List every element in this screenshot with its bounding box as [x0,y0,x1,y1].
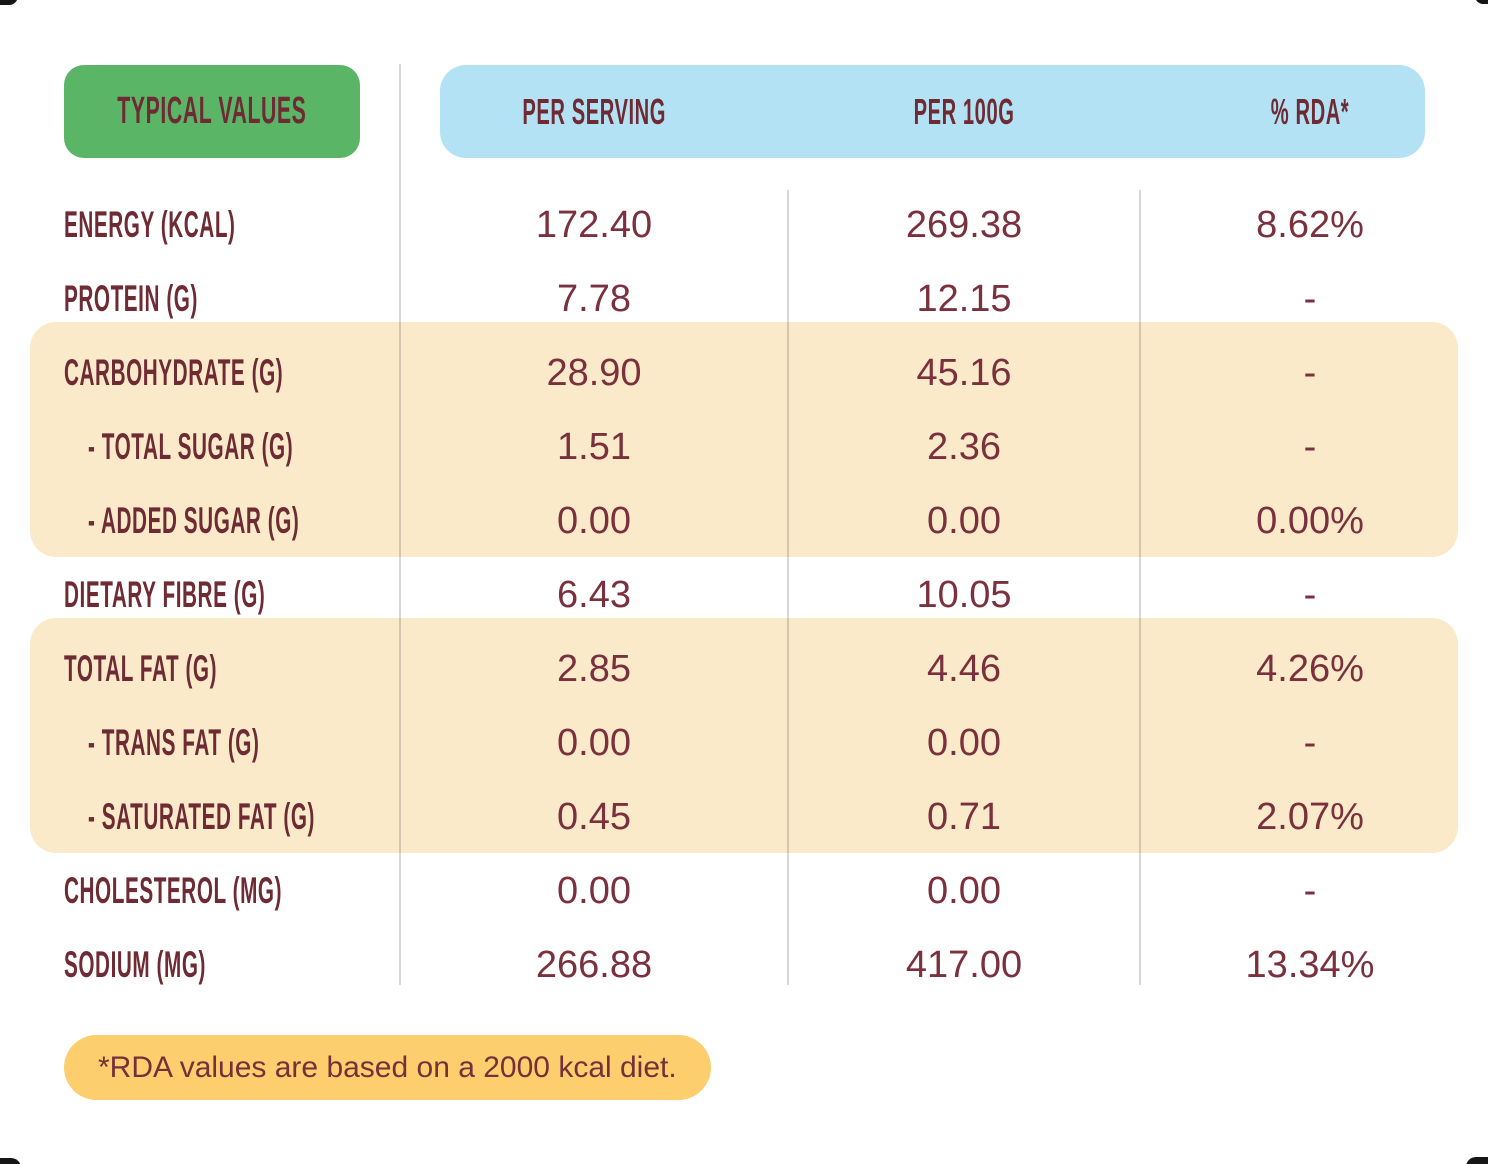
row-label: PROTEIN (G) [64,278,198,319]
table-row-dietary-fibre: DIETARY FIBRE (G) 6.43 10.05 - [0,558,1480,632]
value-per-serving: 0.45 [557,795,631,838]
frame-corner-top-left [0,0,18,5]
row-label: - TOTAL SUGAR (G) [88,426,294,467]
table-row-protein: PROTEIN (G) 7.78 12.15 - [0,262,1480,336]
rda-footnote-text: *RDA values are based on a 2000 kcal die… [98,1050,677,1084]
column-header-per-100g-label: PER 100G [913,90,1015,132]
value-rda: 4.26% [1256,647,1364,690]
value-rda: - [1303,869,1317,912]
value-per-100g: 12.15 [916,277,1012,320]
row-label: - TRANS FAT (G) [88,722,260,763]
value-per-100g: 0.00 [927,721,1001,764]
value-per-100g: 45.16 [916,351,1012,394]
value-per-100g: 0.00 [927,499,1001,542]
value-rda: - [1303,721,1317,764]
value-per-100g: 417.00 [905,943,1023,986]
value-per-serving: 28.90 [546,351,642,394]
value-per-serving: 2.85 [557,647,631,690]
column-header-rda: % RDA* [1140,65,1480,158]
table-row-energy: ENERGY (KCAL) 172.40 269.38 8.62% [0,188,1480,262]
highlight-band-fat-group [30,618,1458,853]
value-rda: - [1303,425,1317,468]
frame-corner-bottom-right [1466,1157,1488,1164]
value-rda: 0.00% [1256,499,1364,542]
value-per-serving: 1.51 [557,425,631,468]
typical-values-title: TYPICAL VALUES [117,90,307,132]
value-per-100g: 0.71 [927,795,1001,838]
row-label: CARBOHYDRATE (G) [64,352,284,393]
value-rda: 8.62% [1256,203,1364,246]
row-label: - ADDED SUGAR (G) [88,500,300,541]
table-row-trans-fat: - TRANS FAT (G) 0.00 0.00 - [0,706,1480,780]
column-divider-serving-100g [787,190,789,985]
value-per-serving: 6.43 [557,573,631,616]
table-row-carbohydrate: CARBOHYDRATE (G) 28.90 45.16 - [0,336,1480,410]
value-per-100g: 2.36 [927,425,1001,468]
column-header-per-serving: PER SERVING [400,65,788,158]
typical-values-badge: TYPICAL VALUES [64,65,360,158]
value-per-100g: 0.00 [927,869,1001,912]
column-divider-labels [399,64,401,985]
value-rda: - [1303,351,1317,394]
table-row-total-fat: TOTAL FAT (G) 2.85 4.46 4.26% [0,632,1480,706]
frame-corner-bottom-left [0,1158,21,1164]
table-row-sodium: SODIUM (MG) 266.88 417.00 13.34% [0,928,1480,1002]
row-label: - SATURATED FAT (G) [88,796,316,837]
value-per-100g: 4.46 [927,647,1001,690]
column-header-per-serving-label: PER SERVING [522,90,666,132]
highlight-band-carbohydrate-group [30,322,1458,557]
table-row-total-sugar: - TOTAL SUGAR (G) 1.51 2.36 - [0,410,1480,484]
row-label: TOTAL FAT (G) [64,648,218,689]
table-row-added-sugar: - ADDED SUGAR (G) 0.00 0.00 0.00% [0,484,1480,558]
rda-footnote-pill: *RDA values are based on a 2000 kcal die… [64,1035,711,1100]
value-per-serving: 0.00 [557,869,631,912]
row-label: CHOLESTEROL (MG) [64,870,283,911]
value-per-serving: 7.78 [557,277,631,320]
table-row-saturated-fat: - SATURATED FAT (G) 0.45 0.71 2.07% [0,780,1480,854]
row-label: ENERGY (KCAL) [64,204,236,245]
value-per-100g: 269.38 [905,203,1023,246]
value-rda: 13.34% [1245,943,1375,986]
column-header-per-100g: PER 100G [788,65,1140,158]
column-header-rda-label: % RDA* [1270,90,1350,132]
value-per-serving: 266.88 [535,943,653,986]
frame-corner-top-right [1475,0,1488,4]
value-rda: - [1303,277,1317,320]
table-body: ENERGY (KCAL) 172.40 269.38 8.62% PROTEI… [0,188,1480,1002]
table-header-bar [440,65,1425,158]
value-rda: - [1303,573,1317,616]
table-row-cholesterol: CHOLESTEROL (MG) 0.00 0.00 - [0,854,1480,928]
value-per-100g: 10.05 [916,573,1012,616]
value-per-serving: 0.00 [557,499,631,542]
value-rda: 2.07% [1256,795,1364,838]
row-label: SODIUM (MG) [64,944,206,985]
value-per-serving: 0.00 [557,721,631,764]
value-per-serving: 172.40 [535,203,653,246]
column-divider-100g-rda [1139,190,1141,985]
row-label: DIETARY FIBRE (G) [64,574,266,615]
